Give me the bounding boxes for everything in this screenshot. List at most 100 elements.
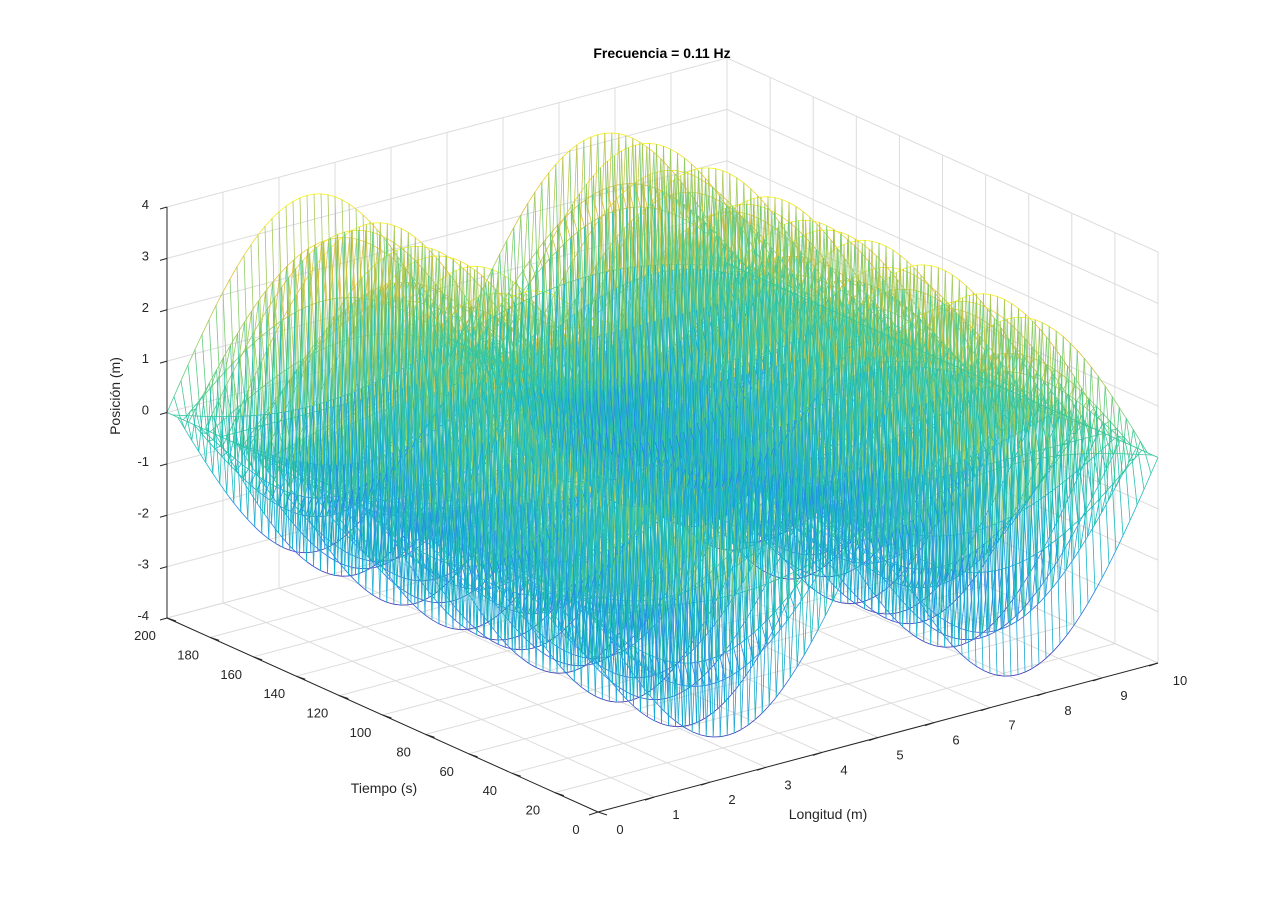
- mesh-segment: [439, 624, 446, 627]
- mesh-segment: [394, 226, 401, 229]
- mesh-segment: [952, 275, 959, 280]
- mesh-segment: [945, 271, 952, 275]
- mesh-segment: [251, 235, 258, 245]
- mesh-segment: [373, 595, 380, 599]
- mesh-segment: [363, 215, 370, 222]
- mesh-segment: [208, 441, 215, 449]
- mesh-segment: [612, 133, 619, 134]
- mesh-segment: [848, 235, 855, 239]
- mesh-segment: [331, 234, 338, 237]
- mesh-segment: [657, 144, 664, 146]
- mesh-segment: [216, 292, 223, 306]
- mesh-segment: [293, 198, 300, 202]
- mesh-segment: [685, 158, 692, 164]
- mesh-segment: [636, 144, 643, 145]
- mesh-segment: [491, 639, 498, 640]
- mesh-segment: [202, 320, 209, 335]
- mesh-segment: [827, 226, 834, 230]
- mesh-segment: [820, 223, 827, 226]
- mesh-segment: [879, 243, 886, 246]
- mesh-segment: [439, 252, 446, 256]
- mesh-segment: [886, 246, 893, 250]
- mesh-segment: [789, 203, 796, 207]
- mesh-segment: [356, 209, 363, 215]
- mesh-segment: [418, 246, 425, 247]
- mesh-segment: [394, 604, 401, 605]
- mesh-segment: [342, 200, 349, 204]
- mesh-segment: [602, 699, 609, 701]
- mesh-segment: [408, 233, 415, 238]
- mesh-segment: [535, 182, 542, 192]
- mesh-segment: [244, 245, 251, 256]
- mesh-segment: [349, 204, 356, 209]
- mesh-segment: [723, 171, 730, 174]
- mesh-segment: [227, 494, 234, 503]
- mesh-segment: [549, 164, 556, 172]
- mesh-segment: [584, 137, 591, 140]
- mesh-segment: [730, 174, 737, 178]
- mesh-segment: [350, 238, 357, 239]
- mesh-segment: [387, 602, 394, 604]
- mesh-segment: [671, 149, 678, 153]
- mesh-segment: [796, 207, 803, 212]
- mesh-segment: [307, 562, 314, 567]
- mesh-segment: [813, 221, 820, 223]
- mesh-segment: [425, 247, 432, 249]
- mesh-segment: [844, 595, 851, 601]
- mesh-segment: [551, 225, 558, 233]
- mesh-segment: [709, 168, 716, 169]
- mesh-segment: [938, 268, 945, 271]
- mesh-segment: [283, 547, 290, 550]
- mesh-segment: [595, 696, 602, 699]
- mesh-segment: [237, 255, 244, 266]
- mesh-segment: [181, 365, 188, 381]
- mesh-segment: [223, 279, 230, 292]
- mesh-segment: [307, 194, 314, 195]
- mesh-segment: [195, 334, 202, 349]
- mesh-segment: [924, 265, 931, 266]
- mesh-segment: [241, 512, 248, 520]
- mesh-segment: [321, 194, 328, 195]
- mesh-segment: [530, 251, 537, 261]
- mesh-segment: [461, 261, 468, 265]
- mesh-segment: [581, 687, 588, 692]
- mesh-segment: [209, 306, 216, 320]
- mesh-segment: [432, 620, 439, 624]
- mesh-segment: [484, 267, 491, 269]
- mesh-segment: [855, 602, 862, 603]
- mesh-segment: [841, 233, 848, 236]
- mesh-segment: [300, 556, 307, 562]
- mesh-segment: [851, 241, 858, 242]
- mesh-segment: [782, 200, 789, 203]
- mesh-segment: [262, 533, 269, 539]
- mesh-segment: [272, 212, 279, 219]
- mesh-segment: [230, 267, 237, 279]
- mesh-segment: [234, 503, 241, 512]
- mesh-segment: [174, 381, 181, 397]
- mesh-segment: [633, 138, 640, 142]
- mesh-segment: [352, 227, 359, 231]
- mesh-segment: [588, 692, 595, 696]
- mesh-segment: [521, 203, 528, 215]
- mesh-segment: [286, 201, 293, 206]
- mesh-segment: [865, 240, 872, 241]
- mesh-segment: [563, 150, 570, 157]
- mesh-segment: [567, 674, 574, 681]
- mesh-segment: [862, 244, 869, 250]
- mesh-segment: [366, 590, 373, 595]
- mesh-segment: [737, 178, 744, 183]
- mesh-segment: [722, 203, 729, 208]
- mesh-segment: [751, 189, 758, 196]
- mesh-segment: [335, 197, 342, 200]
- mesh-segment: [598, 133, 605, 134]
- mesh-segment: [265, 218, 272, 226]
- mesh-segment: [626, 136, 633, 139]
- mesh-segment: [577, 140, 584, 145]
- mesh-segment: [338, 232, 345, 234]
- mesh-segment: [609, 701, 616, 702]
- mesh-segment: [536, 668, 543, 671]
- mesh-segment: [268, 298, 275, 309]
- mesh-segment: [321, 571, 328, 574]
- mesh-segment: [468, 265, 475, 270]
